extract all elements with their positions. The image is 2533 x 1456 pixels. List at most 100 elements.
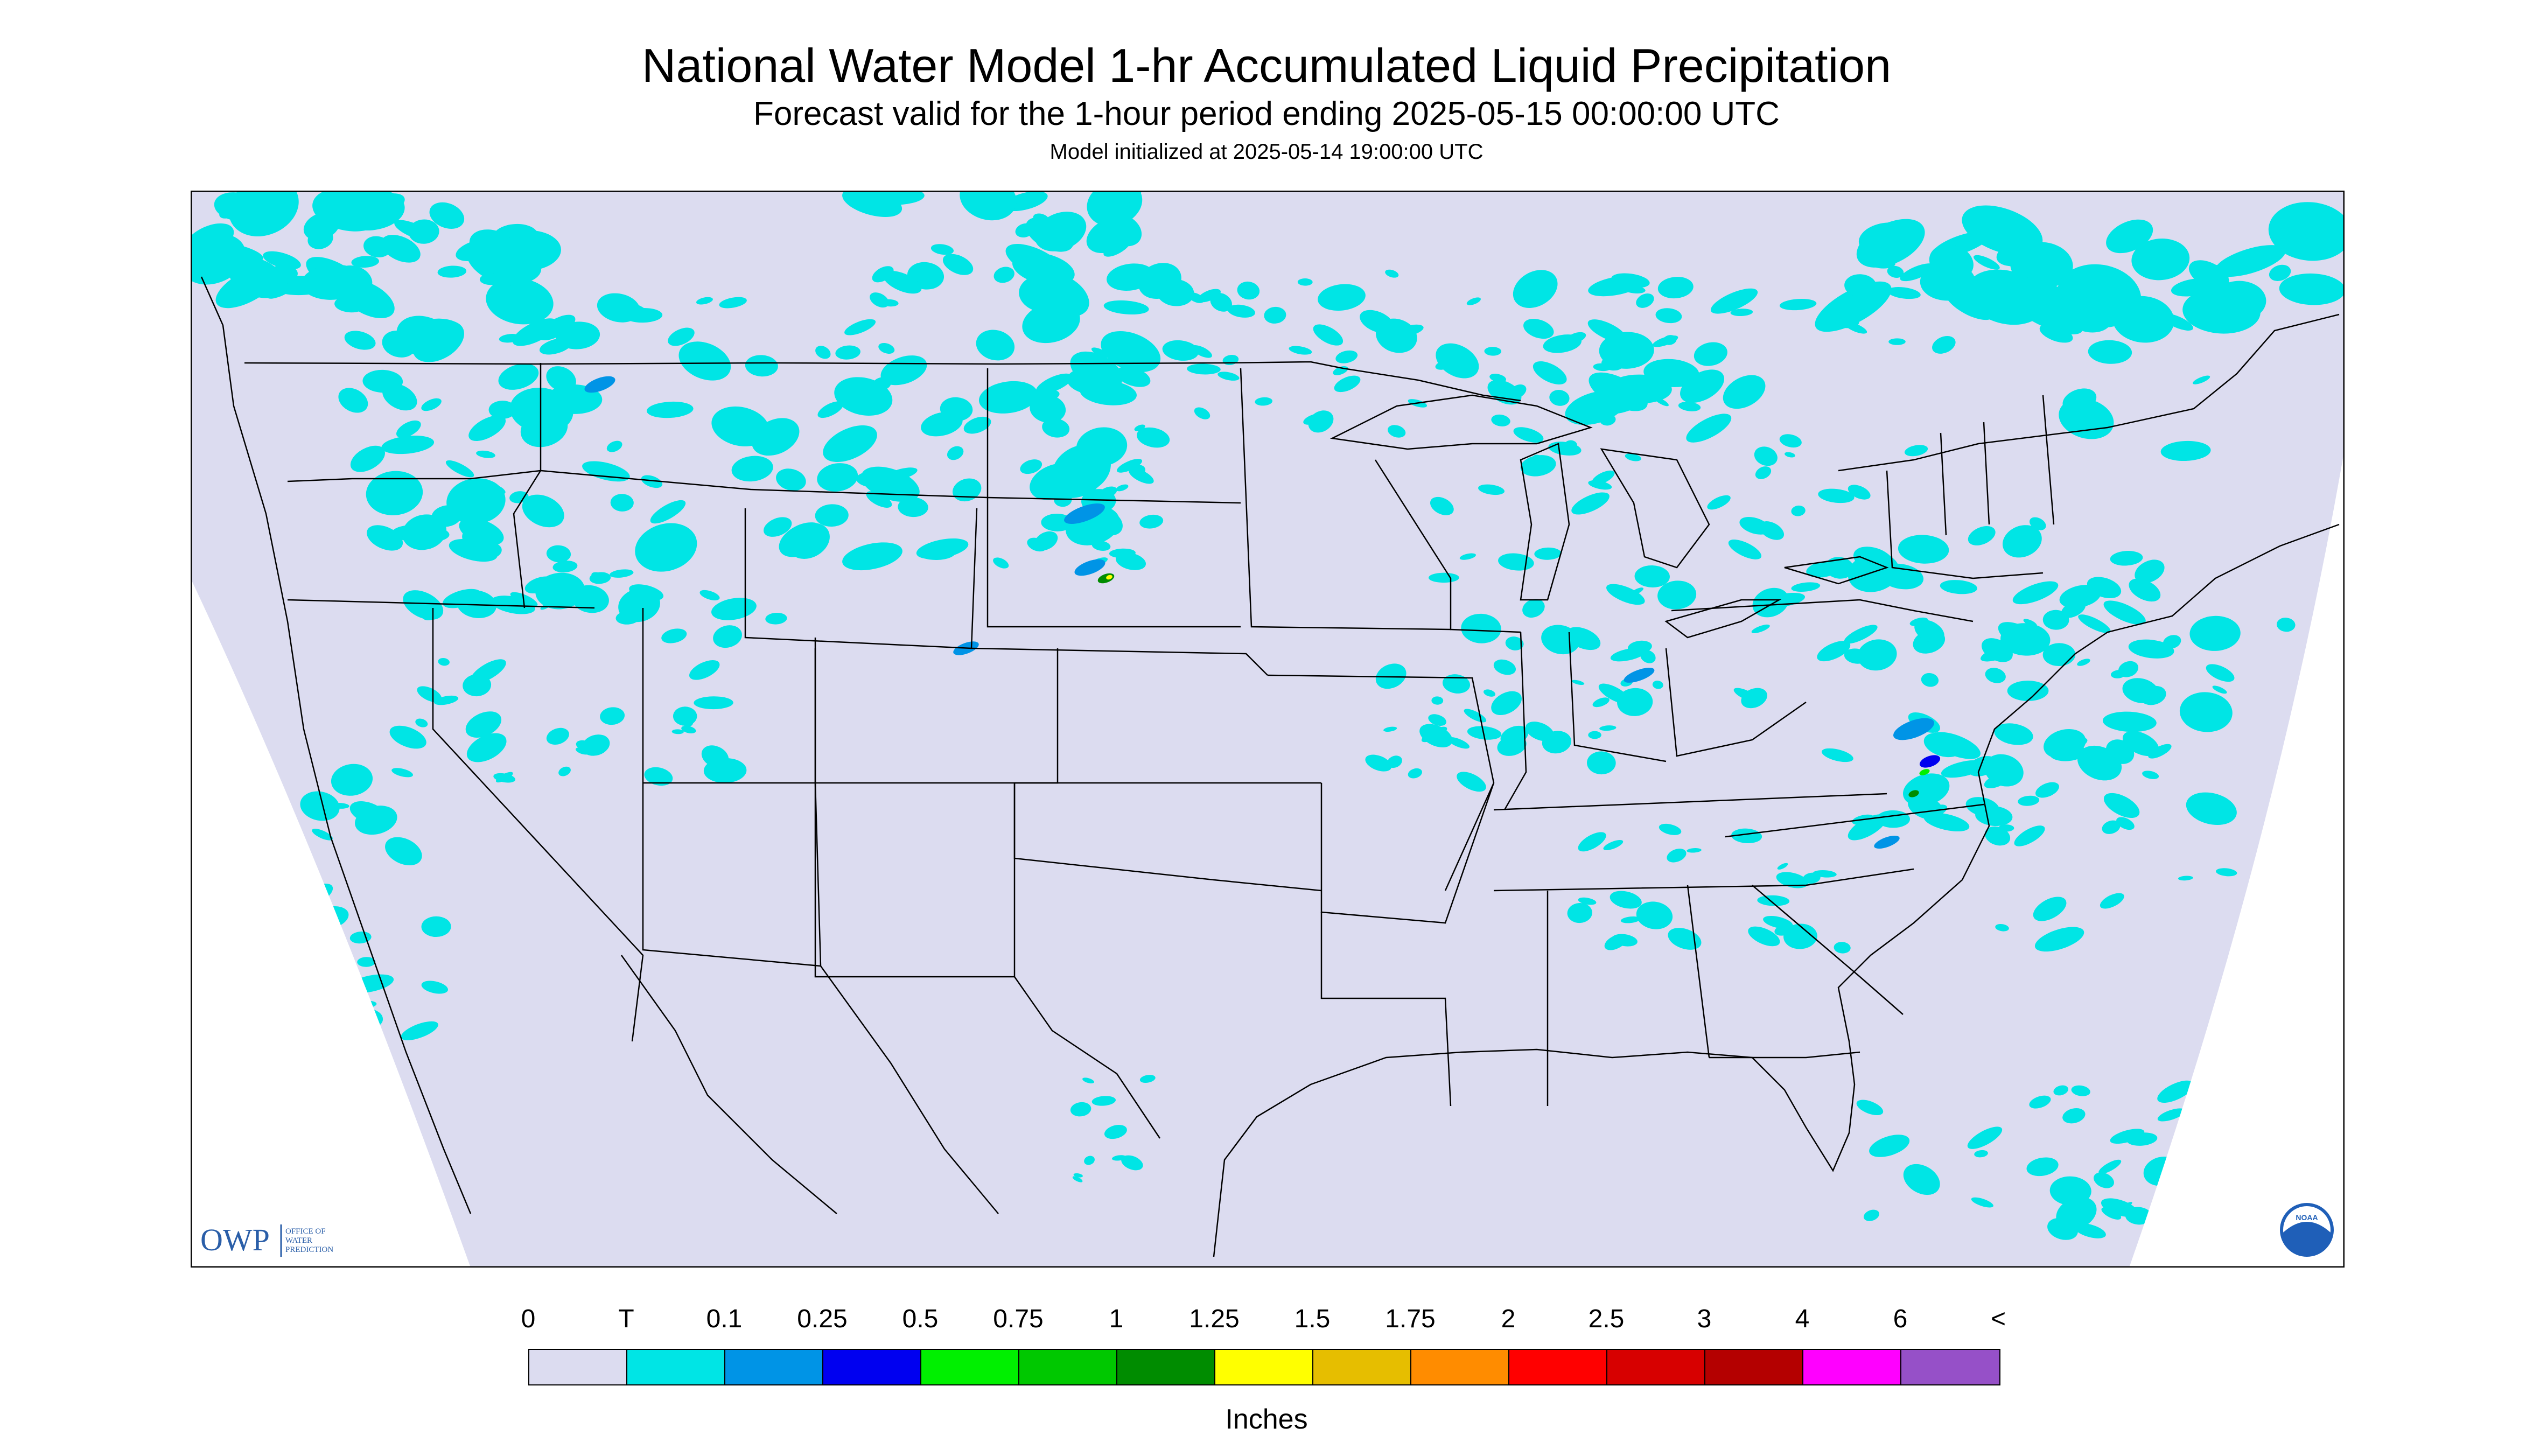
precip-cell [1844, 274, 1877, 297]
precip-cell [609, 569, 634, 578]
precip-cell [1785, 452, 1795, 458]
precip-cell [1034, 212, 1087, 251]
state-boundaries [200, 276, 2340, 1257]
lake-michigan [1520, 443, 1570, 601]
precip-cell [1408, 768, 1422, 779]
precip-cell [1863, 1209, 1880, 1221]
precip-cell [1101, 331, 1161, 373]
precip-cell [2000, 623, 2051, 656]
owp-logo-line1: OFFICE OF [285, 1227, 326, 1236]
legend-label: 0 [521, 1305, 536, 1333]
mo-ar [1320, 782, 1495, 924]
precip-cell [1998, 824, 2014, 832]
legend-label: 0.1 [706, 1305, 743, 1333]
precip-cell [635, 523, 697, 572]
model-domain [191, 191, 2345, 1268]
precip-cell [842, 542, 902, 571]
vt-nh-me [1940, 395, 2055, 536]
precip-cell [2049, 744, 2086, 761]
owp-logo-line2: WATER [285, 1236, 312, 1245]
precip-cell [1383, 726, 1397, 732]
pacific-coast [200, 276, 472, 1214]
or-ca-nv-border [287, 599, 595, 609]
precip-cell [1994, 723, 2033, 745]
precip-cell [1694, 342, 1727, 366]
precip-cell [1919, 769, 1930, 775]
precip-cell [1898, 535, 1949, 564]
precip-cell [1080, 380, 1137, 405]
legend-swatch [823, 1350, 921, 1384]
precip-cell [381, 235, 421, 263]
co-box [814, 648, 1059, 784]
precip-cell [1105, 191, 1142, 205]
precip-cell [1825, 557, 1854, 579]
precip-cell [1610, 648, 1646, 662]
precip-cell [1848, 485, 1871, 500]
precip-cell [1542, 731, 1572, 754]
precip-cell [1932, 336, 1956, 354]
legend-label: 0.5 [902, 1305, 939, 1333]
precip-cell [1919, 755, 1941, 768]
precip-cell [546, 545, 571, 563]
precip-cell [2102, 820, 2121, 834]
precip-cell [1520, 455, 1556, 477]
precip-cell [1072, 1176, 1083, 1182]
precip-cell [2157, 1108, 2185, 1122]
precip-cell [1776, 872, 1808, 888]
precip-cell [856, 471, 897, 488]
precip-cell [650, 500, 686, 524]
precip-cell [779, 522, 825, 557]
precip-cell [1050, 465, 1077, 476]
precip-cell [1657, 580, 1697, 610]
precip-cell [2018, 795, 2040, 806]
precip-cell [1428, 714, 1446, 726]
precip-cell [582, 734, 610, 756]
precip-cell [2106, 219, 2153, 254]
precip-cell [1667, 849, 1687, 863]
precip-cell [1687, 848, 1702, 853]
precip-cell [1385, 269, 1399, 278]
precip-cell [2157, 1080, 2194, 1103]
precip-cell [930, 244, 954, 255]
legend-swatch [1019, 1350, 1117, 1384]
precip-cell [1599, 332, 1654, 369]
precip-cell [2276, 618, 2296, 632]
precip-cell [2160, 440, 2211, 461]
precip-cell [1308, 410, 1334, 433]
precip-cell [2101, 1207, 2122, 1220]
precip-cell [1659, 823, 1682, 835]
precip-cell [1763, 915, 1793, 929]
precip-cell [1052, 444, 1111, 494]
precip-cell [1739, 517, 1770, 535]
precip-cell [2098, 1159, 2122, 1174]
precip-cell [1589, 372, 1648, 411]
precip-cell [491, 484, 506, 494]
precip-cell [1022, 302, 1080, 344]
precip-cell [421, 981, 448, 994]
precip-cell [1116, 366, 1151, 387]
legend-labels: 0 T 0.1 0.25 0.5 0.75 1 1.25 1.5 1.75 2 2.5 3 4 6 < [0, 1303, 2533, 1341]
precip-cell [1111, 1155, 1126, 1161]
precip-cell [1588, 275, 1644, 297]
precip-cell [1335, 350, 1358, 363]
precip-cell [1522, 599, 1545, 618]
precip-cell [2102, 711, 2157, 732]
precip-cell [1020, 459, 1042, 474]
legend-swatch [1509, 1350, 1607, 1384]
legend-swatch [1411, 1350, 1509, 1384]
precip-cell [512, 262, 542, 283]
precip-cell [1491, 691, 1522, 716]
precipitation-areas [191, 191, 2345, 1240]
precip-cell [1869, 1135, 1910, 1157]
ia-mo [1267, 674, 1495, 891]
legend-swatch [725, 1350, 823, 1384]
precip-cell [600, 707, 625, 725]
precip-cell [2268, 202, 2345, 261]
legend-swatch [1117, 1350, 1215, 1384]
precip-cell [1941, 760, 1986, 778]
precip-cell [1974, 255, 2000, 270]
nd-sd [987, 496, 1241, 504]
precip-cell [1227, 304, 1255, 318]
precip-cell [2118, 661, 2139, 677]
ms-al [1547, 885, 1710, 1106]
